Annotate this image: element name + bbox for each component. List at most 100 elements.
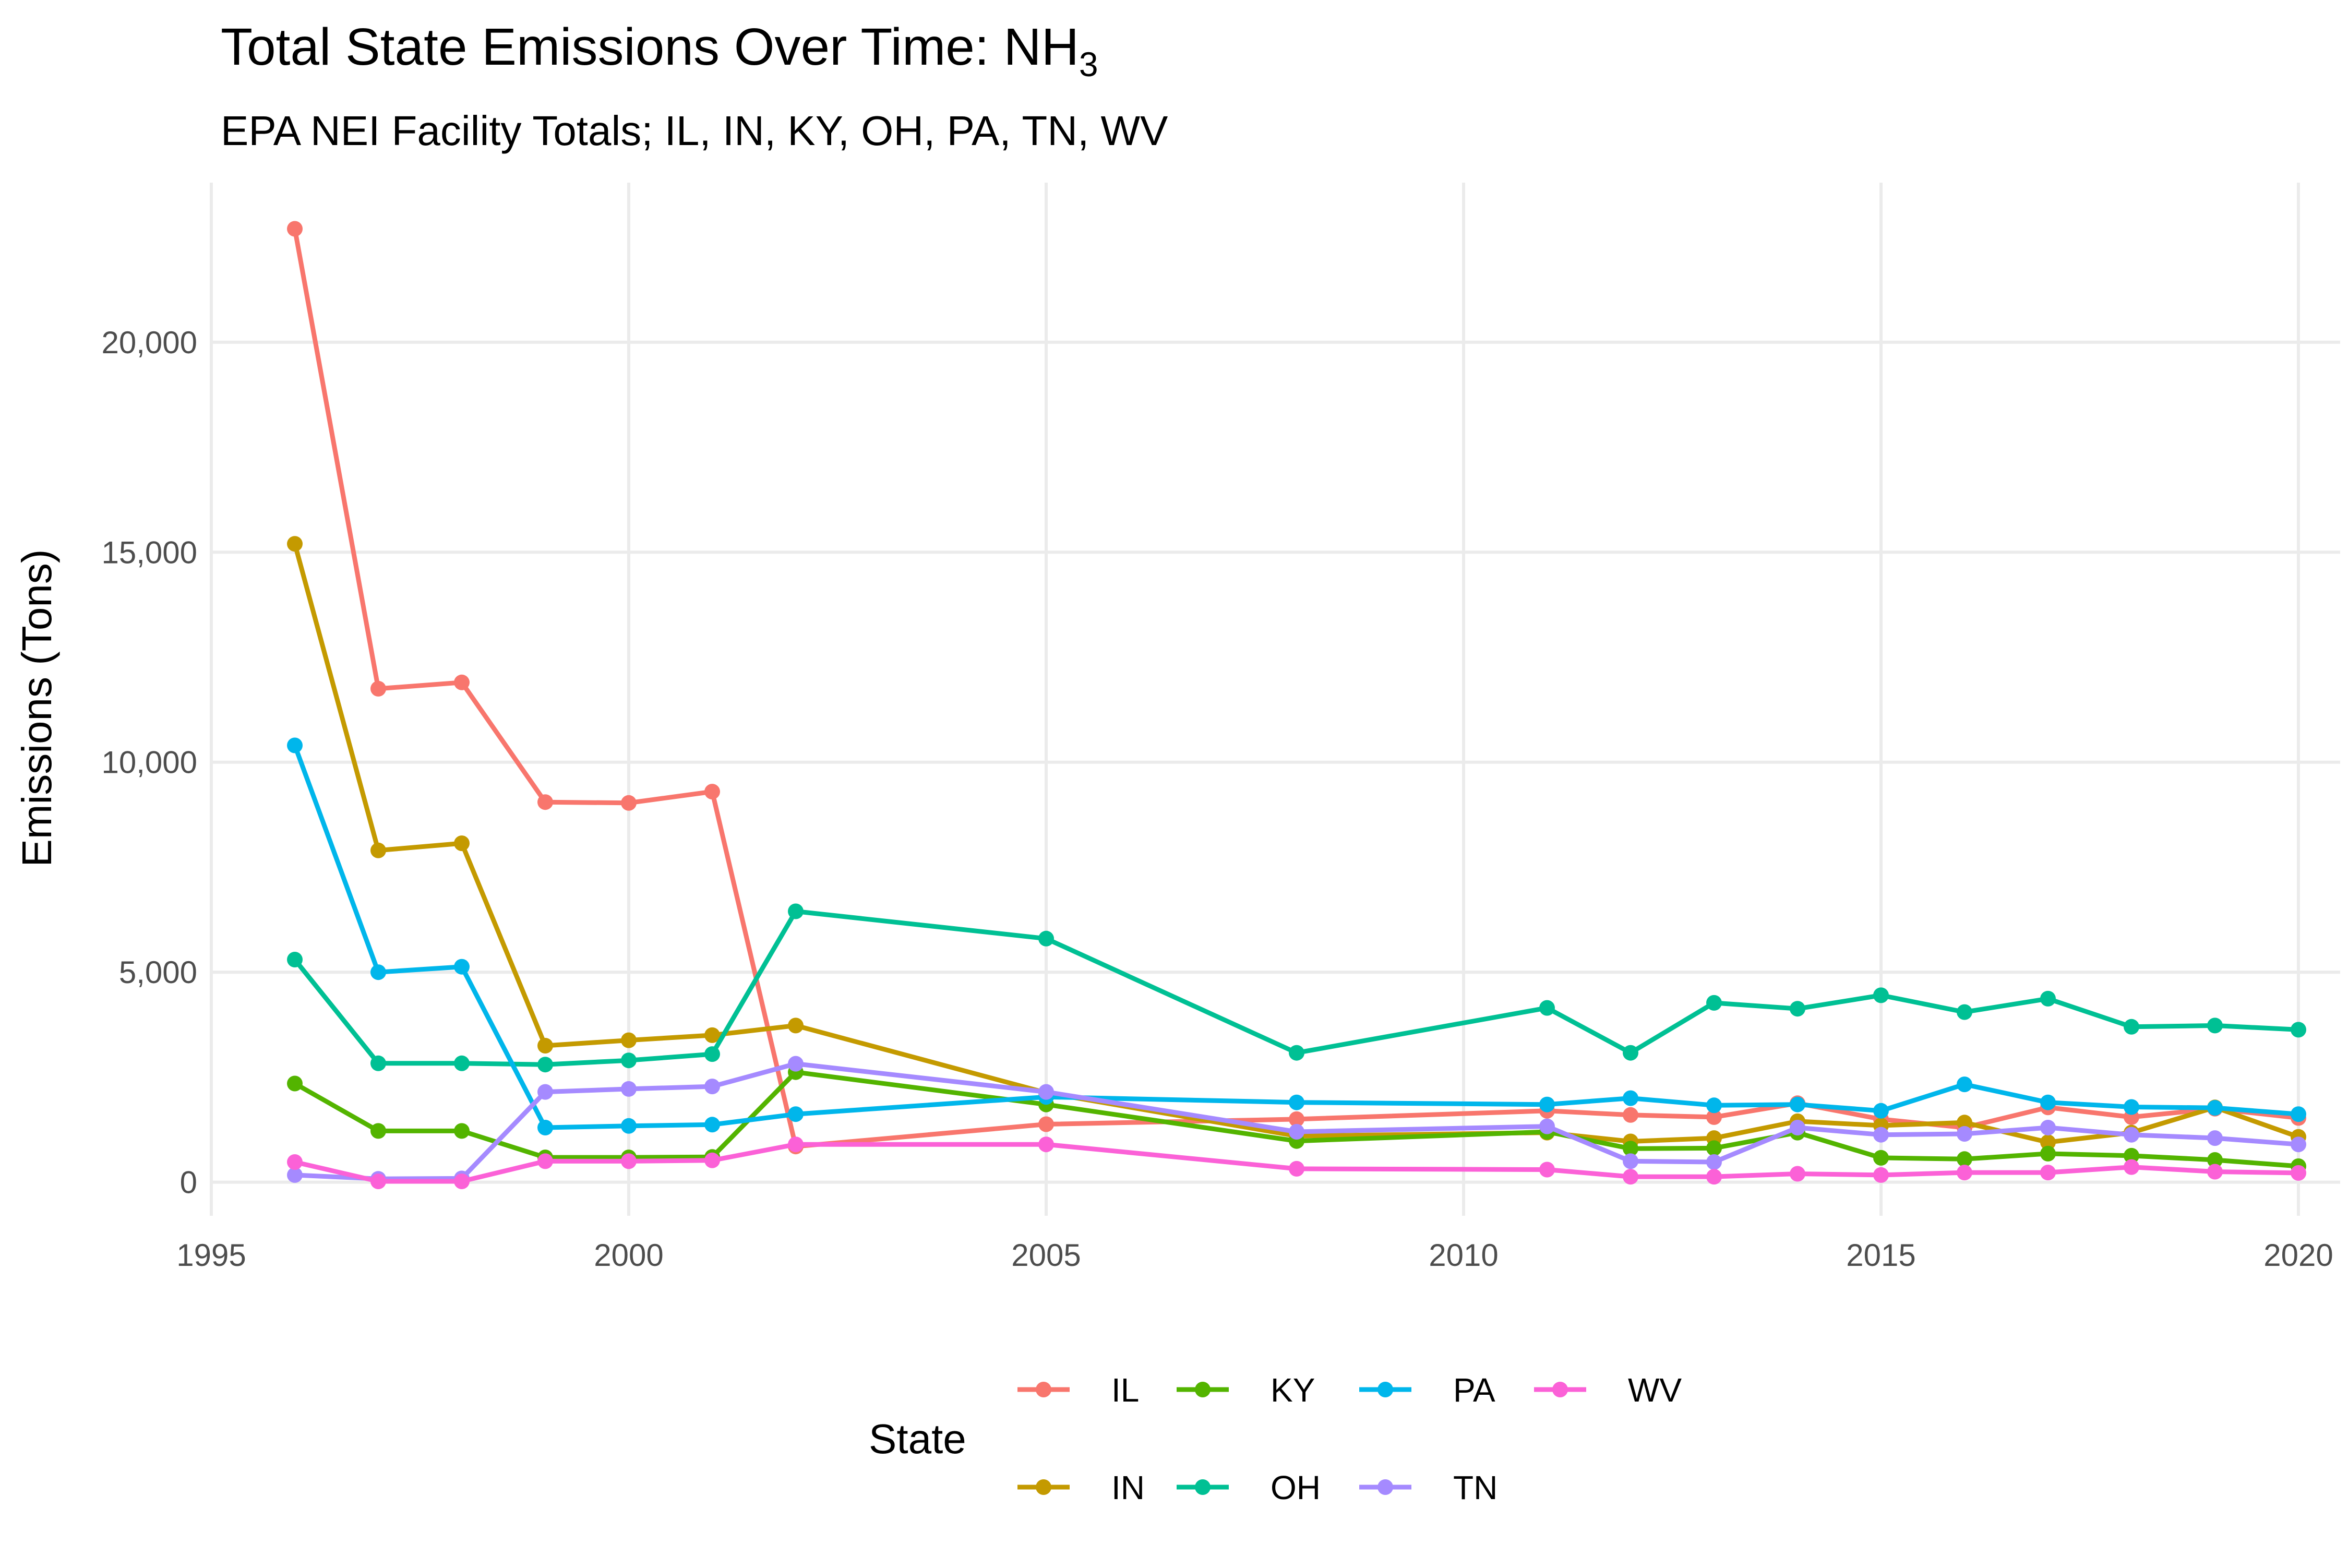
data-point-pa [788, 1106, 804, 1122]
data-point-oh [2124, 1019, 2139, 1035]
data-point-pa [1873, 1103, 1889, 1119]
legend-label: OH [1271, 1469, 1321, 1506]
data-point-tn [1289, 1124, 1304, 1140]
y-tick-label: 0 [180, 1165, 197, 1200]
data-point-wv [370, 1174, 386, 1189]
data-point-il [1289, 1111, 1304, 1127]
legend: IL IN KY OH PA TN WV [1017, 1371, 1682, 1506]
data-point-pa [1539, 1096, 1555, 1112]
legend-item-in: IN [1017, 1469, 1145, 1506]
x-tick-label: 2020 [2263, 1238, 2333, 1273]
data-point-oh [1957, 1004, 1972, 1020]
series-layer [287, 221, 2306, 1189]
data-point-in [788, 1018, 804, 1034]
series-wv [287, 1136, 2306, 1189]
data-point-oh [2040, 990, 2056, 1007]
data-point-wv [2291, 1165, 2306, 1181]
legend-item-oh: OH [1177, 1469, 1321, 1506]
data-point-ky [2207, 1152, 2223, 1168]
data-point-oh [2291, 1022, 2306, 1038]
data-point-in [370, 842, 386, 858]
y-tick-label: 20,000 [101, 325, 197, 360]
data-point-oh [1790, 1001, 1805, 1017]
legend-label: TN [1453, 1469, 1498, 1506]
data-point-il [621, 795, 637, 811]
data-point-pa [1790, 1096, 1805, 1112]
data-point-pa [454, 959, 470, 975]
data-point-pa [287, 737, 303, 753]
legend-item-ky: KY [1177, 1371, 1315, 1409]
data-point-wv [1539, 1162, 1555, 1178]
data-point-il [1706, 1109, 1722, 1125]
data-point-oh [1289, 1045, 1304, 1061]
data-point-wv [454, 1174, 470, 1189]
data-point-oh [370, 1055, 386, 1071]
data-point-pa [537, 1120, 553, 1135]
data-point-il [454, 674, 470, 690]
data-point-wv [1957, 1165, 1972, 1181]
data-point-oh [1706, 995, 1722, 1011]
data-point-pa [2040, 1094, 2056, 1110]
data-point-wv [2207, 1164, 2223, 1180]
legend-label: PA [1453, 1371, 1495, 1409]
data-point-tn [2040, 1120, 2056, 1135]
data-point-wv [1790, 1166, 1805, 1182]
data-point-ky [370, 1123, 386, 1139]
data-point-oh [788, 903, 804, 919]
data-point-il [370, 680, 386, 697]
legend-key-point [1377, 1382, 1393, 1397]
data-point-pa [1957, 1076, 1972, 1093]
data-point-il [704, 784, 720, 800]
data-point-wv [1289, 1160, 1304, 1177]
data-point-ky [2124, 1147, 2139, 1164]
data-point-wv [621, 1153, 637, 1169]
legend-item-tn: TN [1359, 1469, 1498, 1506]
data-point-pa [621, 1118, 637, 1134]
data-point-wv [1873, 1167, 1889, 1183]
data-point-tn [788, 1056, 804, 1072]
data-point-il [1623, 1107, 1638, 1123]
data-point-pa [2207, 1100, 2223, 1116]
data-point-tn [2124, 1127, 2139, 1143]
data-point-tn [1038, 1084, 1054, 1100]
chart-title-subscript: 3 [1079, 45, 1098, 83]
legend-label: IN [1111, 1469, 1145, 1506]
data-point-pa [2291, 1106, 2306, 1122]
data-point-pa [1289, 1094, 1304, 1110]
data-point-il [537, 794, 553, 810]
data-point-tn [2291, 1136, 2306, 1153]
data-point-tn [704, 1079, 720, 1095]
data-point-in [287, 536, 303, 552]
legend-label: KY [1271, 1371, 1315, 1409]
y-axis-title: Emissions (Tons) [14, 549, 60, 867]
legend-label: WV [1628, 1371, 1682, 1409]
y-tick-label: 10,000 [101, 745, 197, 780]
data-point-tn [537, 1084, 553, 1100]
y-tick-label: 15,000 [101, 535, 197, 570]
legend-title: State [869, 1416, 966, 1462]
legend-key-point [1377, 1479, 1393, 1495]
legend-key-point [1195, 1382, 1211, 1397]
data-point-tn [1790, 1120, 1805, 1135]
data-point-ky [287, 1075, 303, 1092]
data-point-in [1957, 1115, 1972, 1131]
data-point-pa [370, 964, 386, 980]
data-point-tn [287, 1167, 303, 1183]
y-tick-label: 5,000 [119, 955, 197, 990]
data-point-oh [2207, 1018, 2223, 1034]
legend-item-wv: WV [1534, 1371, 1682, 1409]
data-point-tn [1539, 1118, 1555, 1134]
data-point-oh [1539, 1000, 1555, 1016]
x-tick-label: 2015 [1846, 1238, 1915, 1273]
data-point-ky [1706, 1140, 1722, 1156]
grid-lines [210, 183, 2340, 1216]
data-point-wv [287, 1154, 303, 1170]
data-point-ky [1957, 1151, 1972, 1167]
legend-item-il: IL [1017, 1371, 1139, 1409]
data-point-in [454, 835, 470, 852]
chart-subtitle: EPA NEI Facility Totals; IL, IN, KY, OH,… [221, 107, 1168, 154]
data-point-tn [1873, 1127, 1889, 1143]
data-point-oh [1038, 930, 1054, 947]
data-point-ky [2040, 1145, 2056, 1162]
